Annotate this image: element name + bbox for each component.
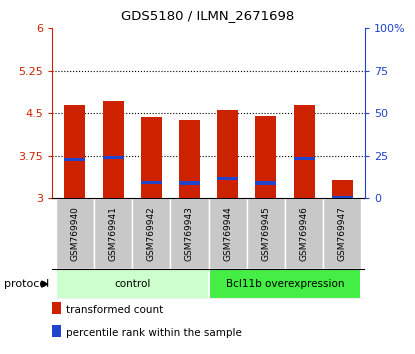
Text: GDS5180 / ILMN_2671698: GDS5180 / ILMN_2671698 — [121, 9, 294, 22]
Bar — [170, 198, 209, 269]
Bar — [255, 116, 276, 198]
Bar — [209, 198, 247, 269]
Bar — [56, 269, 209, 299]
Bar — [64, 105, 85, 198]
Bar — [179, 120, 200, 198]
Bar — [132, 198, 170, 269]
Bar — [293, 157, 315, 160]
Text: GSM769946: GSM769946 — [300, 206, 309, 261]
Bar — [141, 181, 162, 184]
Text: Bcl11b overexpression: Bcl11b overexpression — [226, 279, 344, 289]
Text: control: control — [114, 279, 150, 289]
Bar — [217, 110, 238, 198]
Bar — [209, 269, 361, 299]
Bar — [332, 195, 353, 199]
Bar — [323, 198, 361, 269]
Text: GSM769943: GSM769943 — [185, 206, 194, 261]
Bar — [103, 101, 124, 198]
Text: GSM769941: GSM769941 — [108, 206, 117, 261]
Text: GSM769944: GSM769944 — [223, 206, 232, 261]
Bar — [103, 156, 124, 159]
Bar — [94, 198, 132, 269]
Bar — [293, 105, 315, 198]
Bar — [332, 180, 353, 198]
Bar — [64, 158, 85, 161]
Bar — [56, 198, 94, 269]
Text: GSM769940: GSM769940 — [70, 206, 79, 261]
Bar — [179, 181, 200, 184]
Bar — [285, 198, 323, 269]
Text: GSM769947: GSM769947 — [338, 206, 347, 261]
Bar — [247, 198, 285, 269]
Text: protocol: protocol — [4, 279, 49, 289]
Text: percentile rank within the sample: percentile rank within the sample — [66, 328, 242, 338]
Text: GSM769945: GSM769945 — [261, 206, 270, 261]
Text: transformed count: transformed count — [66, 305, 164, 315]
Bar — [217, 177, 238, 180]
Bar — [255, 181, 276, 184]
Bar — [141, 117, 162, 198]
Text: GSM769942: GSM769942 — [147, 206, 156, 261]
